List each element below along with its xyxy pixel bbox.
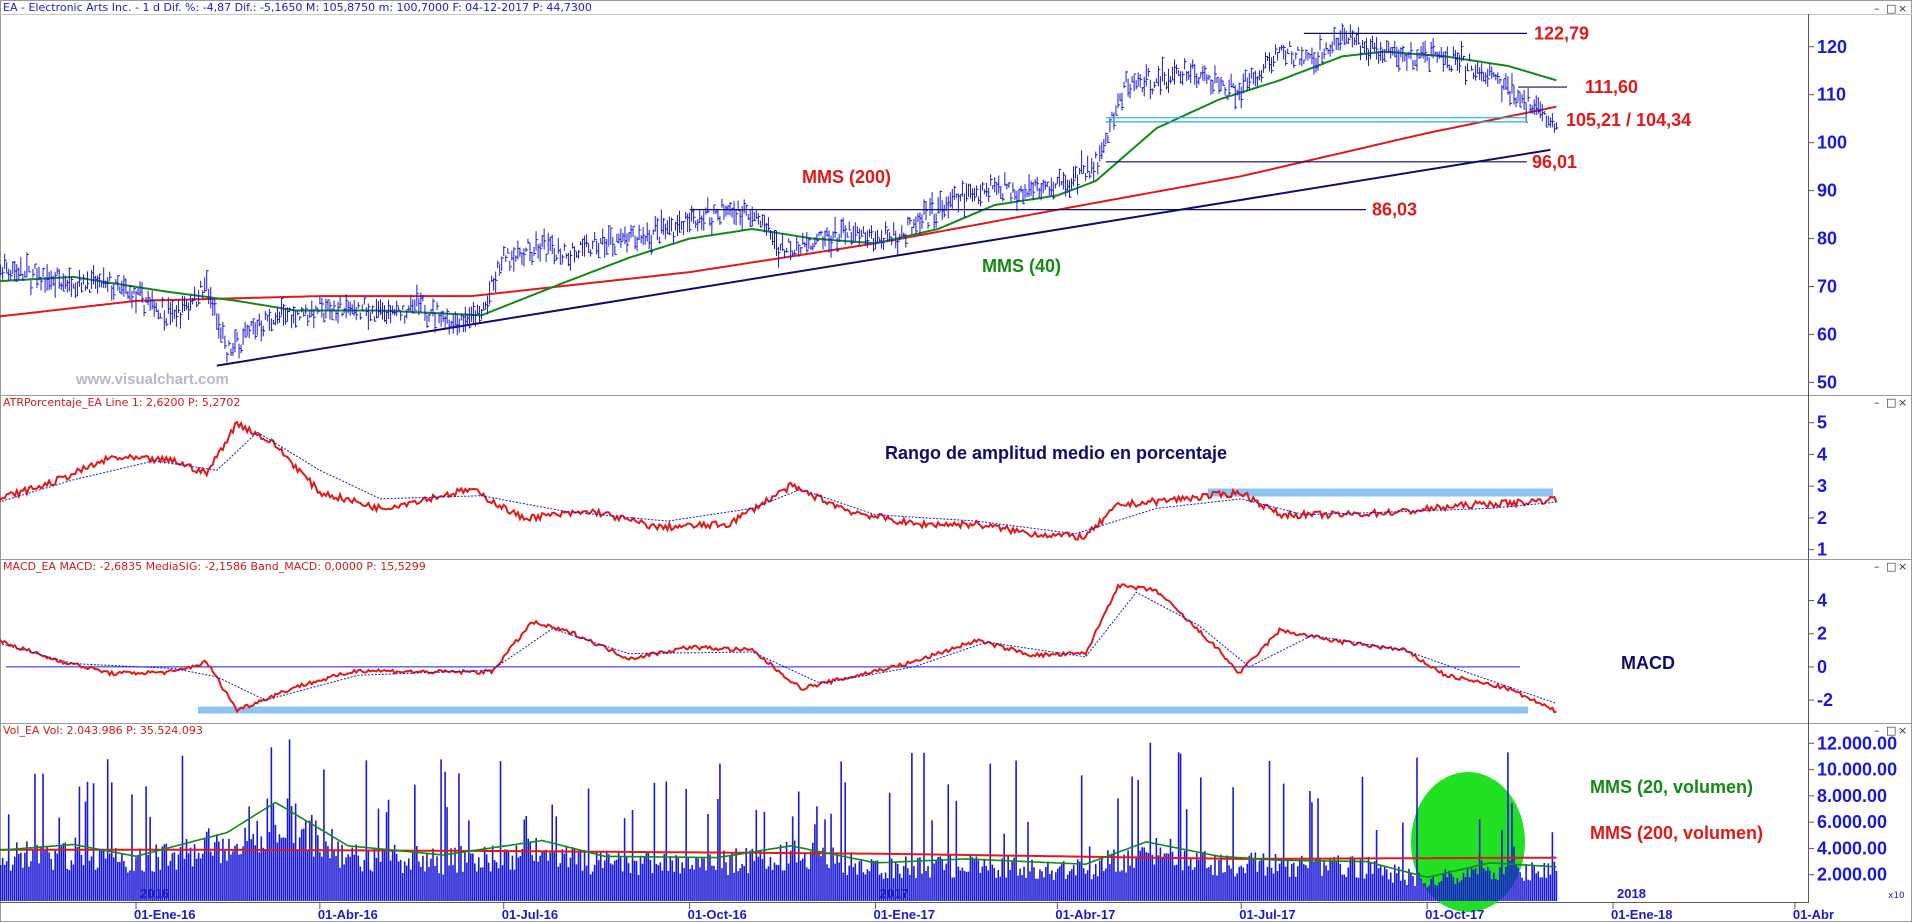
close-icon[interactable]: × [1898, 396, 1907, 409]
y-tick-label: 10.000.00 [1817, 760, 1897, 780]
indicator-lines [0, 50, 1558, 879]
x-tick-label: 01-Ene-18 [1611, 907, 1672, 922]
volume-panel-header: Vol_EA Vol: 2.043.986 P: 35.524.093 [3, 724, 203, 737]
level-label: 86,03 [1372, 200, 1417, 220]
y-tick-label: 2.000.00 [1817, 865, 1887, 885]
y-tick-label: 0 [1817, 657, 1827, 677]
y-tick-label: 110 [1817, 85, 1846, 105]
y-tick-label: 90 [1817, 181, 1837, 201]
x-tick-label: 01-Abr [1793, 907, 1834, 922]
atr-line [0, 420, 1558, 541]
macd-line [0, 583, 1557, 714]
level-label: 105,21 / 104,34 [1566, 110, 1691, 130]
y-tick-label: 4.000.00 [1817, 838, 1887, 858]
window-controls: – □ × – □ × – □ × – □ × [1874, 2, 1907, 737]
close-icon[interactable]: × [1898, 2, 1907, 15]
x-tick-label: 01-Abr-16 [318, 907, 378, 922]
y-tick-label: 60 [1817, 324, 1837, 344]
watermark: www.visualchart.com [75, 371, 229, 388]
price-panel-header: EA - Electronic Arts Inc. - 1 d Dif. %: … [3, 1, 592, 14]
y-tick-label: 100 [1817, 133, 1847, 153]
y-tick-label: 2 [1817, 508, 1827, 528]
y-tick-label: 80 [1817, 229, 1837, 249]
mms200-line [0, 105, 1557, 318]
macd-highlight-band [198, 706, 1528, 714]
y-tick-label: -2 [1817, 690, 1833, 710]
y-tick-label: 2 [1817, 624, 1827, 644]
horizontal-levels: 122,79 111,60 105,21 / 104,34 96,01 86,03 [689, 23, 1691, 220]
annotation-atr: Rango de amplitud medio en porcentaje [885, 443, 1227, 463]
volume-mms20-line [0, 801, 1557, 879]
y-tick-label: 6.000.00 [1817, 812, 1887, 832]
minimize-icon[interactable]: – [1874, 560, 1880, 573]
panel-headers: EA - Electronic Arts Inc. - 1 d Dif. %: … [3, 1, 592, 737]
y-tick-label: 3 [1817, 476, 1827, 496]
y-tick-label: 50 [1817, 372, 1837, 392]
atr-highlight-band [1208, 488, 1553, 497]
mms40-line [0, 50, 1557, 317]
annotation-vol200: MMS (200, volumen) [1590, 823, 1763, 843]
y-tick-label: 12.000.00 [1817, 733, 1897, 753]
volume-highlight-circle [1411, 772, 1525, 912]
maximize-icon[interactable]: □ [1886, 724, 1896, 737]
annotation-vol20: MMS (20, volumen) [1590, 777, 1753, 797]
minimize-icon[interactable]: – [1874, 2, 1880, 15]
annotation-mms40: MMS (40) [982, 256, 1061, 276]
minimize-icon[interactable]: – [1874, 724, 1880, 737]
macd-signal-line [0, 591, 1557, 704]
level-label: 122,79 [1534, 23, 1589, 43]
close-icon[interactable]: × [1898, 560, 1907, 573]
x-tick-label: 01-Ene-16 [134, 907, 195, 922]
x-year-label: 2016 [140, 886, 169, 901]
atr-average-line [0, 431, 1557, 535]
y-tick-label: 1 [1817, 540, 1827, 560]
price-bars [0, 23, 1559, 363]
y-tick-label: 5 [1817, 413, 1827, 433]
x-tick-label: 01-Oct-17 [1425, 907, 1484, 922]
level-label: 111,60 [1585, 77, 1638, 97]
macd-panel-header: MACD_EA MACD: -2,6835 MediaSIG: -2,1586 … [3, 560, 426, 573]
annotation-macd: MACD [1621, 653, 1675, 673]
maximize-icon[interactable]: □ [1886, 560, 1896, 573]
x-tick-label: 01-Ene-17 [874, 907, 935, 922]
x-tick-label: 01-Abr-17 [1055, 907, 1115, 922]
volume-mms200-line [0, 848, 1557, 860]
trendline [216, 148, 1551, 367]
maximize-icon[interactable]: □ [1886, 2, 1896, 15]
annotation-mms200: MMS (200) [802, 167, 891, 187]
y-tick-label: 4 [1817, 591, 1827, 611]
y-axis-ticks: 50 60 70 80 90 100 110 120 1 2 3 4 5 -2 0 2 4 2.000.00 4.0… [1808, 37, 1897, 885]
y-tick-label: 4 [1817, 444, 1827, 464]
x-year-label: 2017 [880, 886, 909, 901]
x-tick-label: 01-Jul-16 [502, 907, 558, 922]
volume-bars [0, 739, 1558, 912]
highlight-bands [198, 488, 1553, 714]
minimize-icon[interactable]: – [1874, 396, 1880, 409]
y-tick-label: 70 [1817, 277, 1837, 297]
maximize-icon[interactable]: □ [1886, 396, 1896, 409]
x-year-label: 2018 [1617, 886, 1646, 901]
x-tick-label: 01-Jul-17 [1239, 907, 1295, 922]
close-icon[interactable]: × [1898, 724, 1907, 737]
scale-multiplier: x10 [1888, 891, 1905, 901]
level-label: 96,01 [1532, 152, 1577, 172]
x-tick-label: 01-Oct-16 [688, 907, 747, 922]
y-tick-label: 8.000.00 [1817, 786, 1887, 806]
y-tick-label: 120 [1817, 37, 1847, 57]
x-axis-ticks: 01-Ene-16 01-Abr-16 01-Jul-16 01-Oct-16 01-E… [134, 886, 1834, 922]
annotations: MMS (200) MMS (40) Rango de amplitud med… [75, 167, 1905, 901]
atr-panel-header: ATRPorcentaje_EA Line 1: 2,6200 P: 5,270… [3, 396, 240, 409]
